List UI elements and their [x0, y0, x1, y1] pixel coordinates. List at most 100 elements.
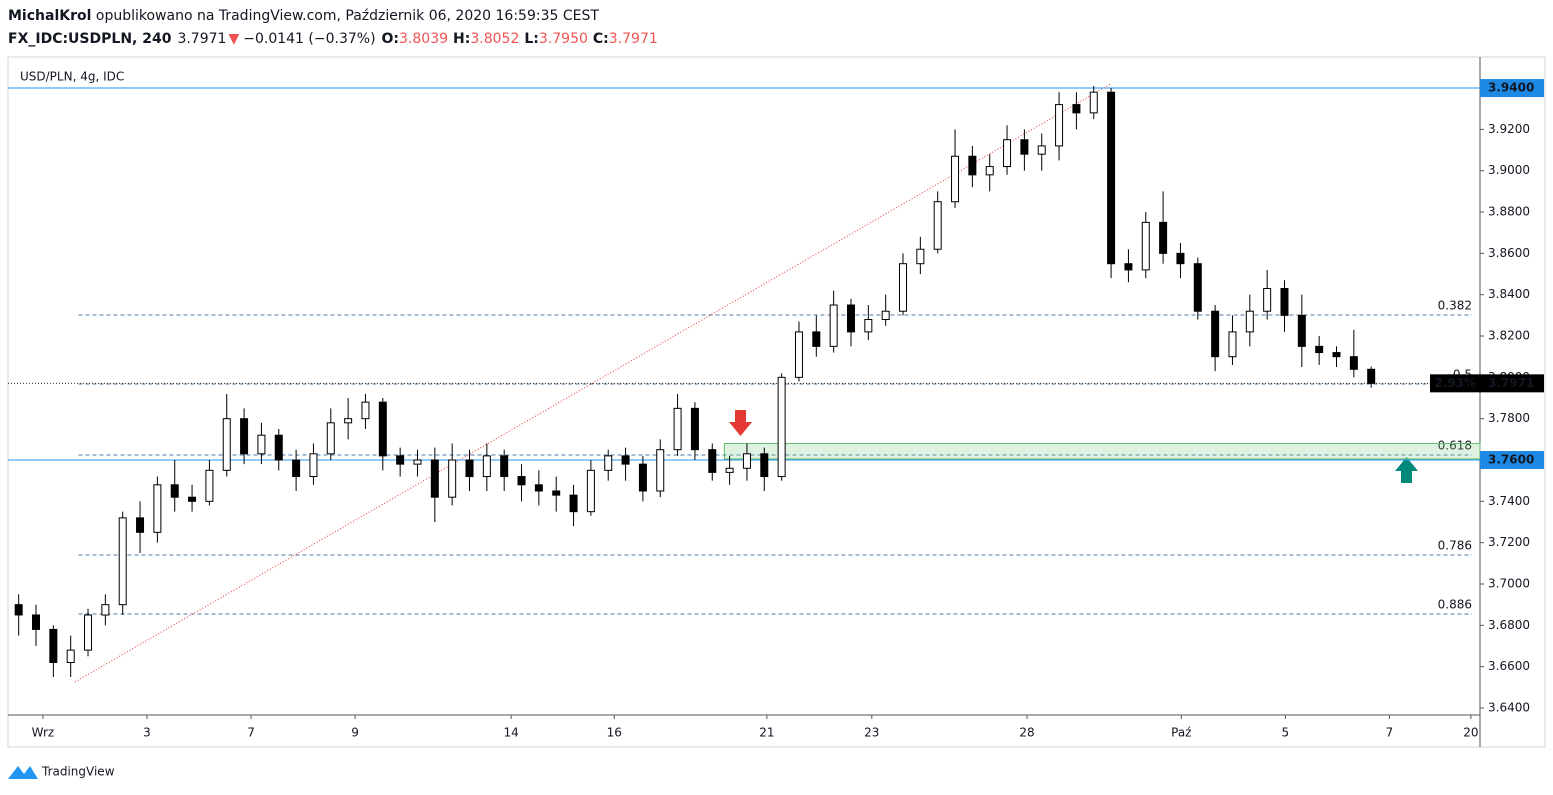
candle-body: [101, 604, 110, 616]
o-label: O:: [382, 31, 400, 47]
published: opublikowano na TradingView.com, Paździe…: [91, 8, 599, 24]
candle-body: [708, 449, 717, 473]
x-tick-label: 3: [143, 726, 151, 740]
frame: [7, 56, 1546, 748]
y-tick-label: 3.7000: [1488, 576, 1530, 590]
fib-label: 0.618: [1438, 439, 1472, 453]
candle-body: [257, 434, 266, 455]
candle-body: [378, 401, 387, 457]
y-tick-label: 3.8800: [1488, 205, 1530, 219]
candle-body: [742, 453, 751, 469]
x-tick-label: 16: [607, 726, 622, 740]
brand: TradingView: [41, 765, 115, 779]
candle-body: [621, 455, 630, 465]
l: 3.7950: [539, 31, 588, 47]
candle-body: [482, 455, 491, 478]
candle-body: [1141, 221, 1150, 271]
candle-body: [569, 494, 578, 513]
candle-body: [465, 459, 474, 478]
candle-body: [534, 484, 543, 492]
candle-body: [846, 304, 855, 333]
x-tick-label: 14: [503, 726, 518, 740]
y-tick-label: 3.9000: [1488, 163, 1530, 177]
fib-label: 0.886: [1438, 597, 1472, 611]
candle-body: [32, 614, 41, 630]
candle-body: [430, 459, 439, 498]
x-tick-label: 21: [759, 726, 774, 740]
candle-body: [1037, 145, 1046, 155]
y-tick-label: 3.6600: [1488, 659, 1530, 673]
candle-body: [725, 467, 734, 473]
candle-body: [1332, 352, 1341, 358]
candle-body: [292, 459, 301, 478]
h-badge-label: 3.7600: [1488, 453, 1534, 467]
price: 3.7971: [177, 31, 226, 47]
y-tick-label: 3.8400: [1488, 287, 1530, 301]
h-badge: [1480, 79, 1544, 98]
candle-body: [66, 649, 75, 664]
candle-body: [517, 476, 526, 486]
candle-body: [1263, 287, 1272, 312]
candle-body: [500, 455, 509, 478]
change: −0.0141 (−0.37%): [243, 31, 375, 47]
candle-body: [1349, 356, 1358, 370]
author: MichalKrol: [8, 8, 91, 24]
candle-body: [864, 318, 873, 333]
x-tick-label: 5: [1282, 726, 1290, 740]
candle-body: [1228, 331, 1237, 358]
zone: [723, 442, 1481, 460]
candle-body: [1124, 263, 1133, 271]
up-arrow: [1395, 457, 1418, 483]
candle-body: [604, 455, 613, 471]
candle-body: [309, 453, 318, 478]
candle-body: [1176, 252, 1185, 265]
x-tick-label: 23: [864, 726, 879, 740]
y-tick-label: 3.7200: [1488, 535, 1530, 549]
h: 3.8052: [470, 31, 519, 47]
candle-body: [222, 418, 231, 471]
candle-body: [240, 418, 249, 455]
last-badge: [1480, 374, 1544, 393]
candle-body: [1315, 345, 1324, 354]
candle-body: [413, 459, 422, 465]
candle-body: [274, 434, 283, 461]
candle-body: [951, 155, 960, 203]
x-tick-label: 7: [247, 726, 255, 740]
y-tick-label: 3.8600: [1488, 246, 1530, 260]
y-tick-label: 3.7400: [1488, 494, 1530, 508]
y-tick-label: 3.9200: [1488, 122, 1530, 136]
candle-body: [968, 155, 977, 176]
h-label: H:: [453, 31, 470, 47]
candle-body: [1003, 139, 1012, 168]
l-label: L:: [524, 31, 539, 47]
y-tick-label: 3.7800: [1488, 411, 1530, 425]
x-tick-label: 9: [351, 726, 359, 740]
candle-body: [1211, 310, 1220, 358]
fib-label: 0.786: [1438, 539, 1472, 553]
h-badge-label: 3.9400: [1488, 81, 1534, 95]
last-change-badge: [1430, 374, 1480, 393]
candle-body: [1280, 287, 1289, 316]
y-tick-label: 3.6400: [1488, 700, 1530, 714]
candle-body: [153, 484, 162, 533]
candle-body: [1107, 91, 1116, 265]
candle-body: [1159, 221, 1168, 254]
o: 3.8039: [399, 31, 448, 47]
candle-body: [84, 614, 93, 651]
candle-body: [361, 401, 370, 420]
x-tick-label: 20: [1463, 726, 1478, 740]
candle-body: [812, 331, 821, 347]
candle-body: [136, 517, 145, 533]
candle-body: [829, 304, 838, 347]
candle-body: [673, 407, 682, 451]
trendline: [74, 83, 1111, 683]
candle-body: [14, 604, 23, 616]
symbol: FX_IDC:USDPLN, 240: [8, 31, 172, 47]
candle-body: [690, 407, 699, 451]
candle-body: [1020, 139, 1029, 155]
candle-body: [170, 484, 179, 498]
candle-body: [1297, 314, 1306, 347]
candle-body: [118, 517, 127, 606]
candle-body: [933, 201, 942, 250]
